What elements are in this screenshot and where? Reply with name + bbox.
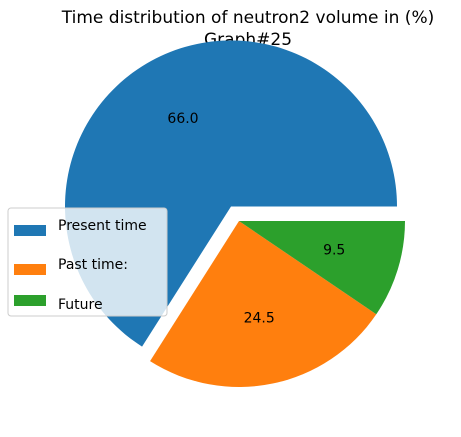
legend-label-present-time: Present time — [58, 218, 147, 234]
legend-swatch-past-time — [14, 264, 46, 275]
pie-slices — [65, 40, 405, 387]
pie-slice-past-time — [150, 221, 377, 387]
chart-title: Time distribution of neutron2 volume in … — [61, 8, 434, 28]
pie-slice-labels: 66.0 24.5 9.5 — [167, 111, 345, 326]
legend-label-future: Future — [58, 297, 103, 313]
pie-value-label-present-time: 66.0 — [167, 111, 198, 127]
pie-value-label-future: 9.5 — [323, 242, 345, 258]
pie-value-label-past-time: 24.5 — [244, 311, 275, 327]
legend-swatch-present-time — [14, 225, 46, 236]
legend: Present time Past time: Future — [7, 207, 168, 317]
legend-frame — [7, 207, 168, 317]
legend-label-past-time: Past time: — [58, 257, 128, 273]
legend-swatch-future — [14, 295, 46, 306]
pie-slice-future — [239, 221, 405, 315]
